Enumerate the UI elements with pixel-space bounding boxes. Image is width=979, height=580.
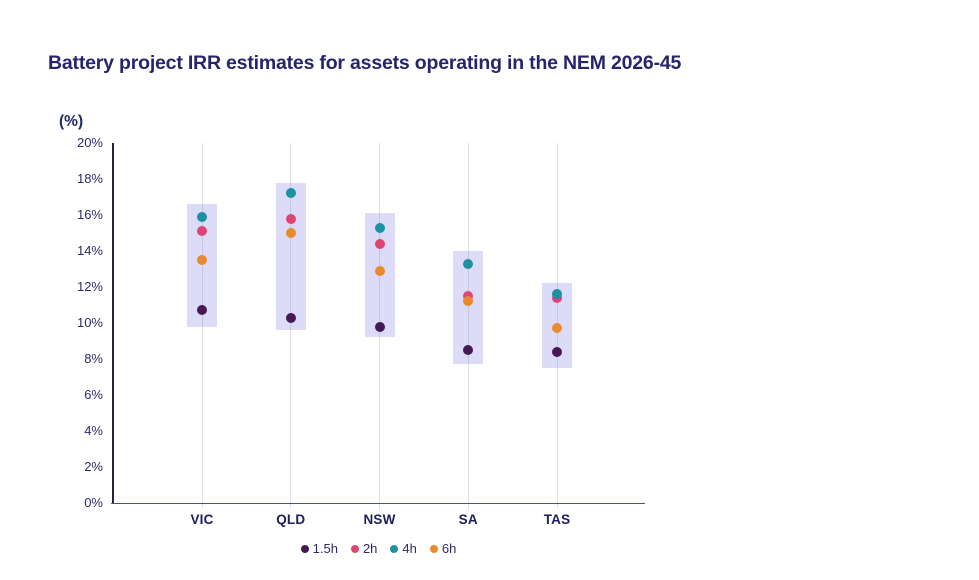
legend-label-2h: 2h [362, 541, 378, 556]
y-tick-label-12: 12% [76, 279, 103, 294]
legend-item-6h: 6h [429, 541, 457, 556]
x-axis-label-vic: VIC [190, 512, 214, 527]
y-axis-unit-label: (%) [59, 113, 84, 130]
legend-item-4h: 4h [390, 541, 417, 556]
data-point-nsw-4h [374, 222, 385, 233]
y-tick-label-10: 10% [76, 315, 103, 330]
data-point-nsw-1.5h [374, 321, 385, 332]
y-tick-label-6: 6% [84, 387, 103, 402]
data-point-sa-6h [463, 296, 474, 307]
data-point-qld-4h [285, 188, 296, 199]
x-axis-label-qld: QLD [276, 512, 306, 527]
gridline-sa [467, 143, 469, 509]
data-point-sa-4h [463, 258, 474, 269]
legend-dot-4h [390, 544, 399, 553]
x-axis-line [111, 502, 645, 504]
legend-label-4h: 4h [402, 541, 417, 556]
legend-item-2h: 2h [350, 541, 378, 556]
chart-title: Battery project IRR estimates for assets… [48, 52, 682, 74]
data-point-qld-2h [285, 213, 296, 224]
y-tick-label-2: 2% [84, 459, 103, 474]
y-tick-label-18: 18% [76, 171, 103, 186]
gridline-vic [201, 143, 203, 509]
legend-item-1.5h: 1.5h [300, 541, 338, 556]
data-point-sa-1.5h [463, 345, 474, 355]
x-axis-label-nsw: NSW [363, 512, 396, 527]
data-point-nsw-2h [374, 238, 385, 249]
data-point-qld-6h [285, 228, 296, 238]
y-tick-label-20: 20% [76, 135, 103, 150]
legend-dot-6h [429, 544, 438, 553]
gridline-qld [290, 143, 292, 509]
legend-label-1.5h: 1.5h [312, 541, 338, 556]
x-axis-label-tas: TAS [543, 512, 571, 527]
legend-dot-2h [350, 544, 359, 553]
data-point-vic-2h [197, 226, 207, 237]
legend-label-6h: 6h [441, 541, 457, 556]
data-point-vic-6h [197, 255, 207, 265]
chart-legend: 1.5h 2h 4h 6h [112, 541, 645, 556]
data-point-qld-1.5h [285, 312, 296, 323]
data-point-nsw-6h [374, 265, 385, 276]
x-axis-label-sa: SA [458, 512, 478, 527]
data-point-vic-1.5h [197, 305, 207, 316]
data-point-tas-6h [552, 323, 562, 334]
data-point-tas-1.5h [552, 346, 562, 357]
data-point-tas-4h [552, 289, 562, 300]
legend-dot-1.5h [300, 544, 309, 553]
y-tick-label-14: 14% [76, 243, 103, 258]
y-axis-line [112, 143, 114, 504]
y-tick-label-8: 8% [84, 351, 103, 366]
y-tick-label-16: 16% [76, 207, 103, 222]
range-band-qld [275, 182, 306, 331]
data-point-vic-4h [197, 211, 207, 222]
data-point-sa-2h [463, 291, 474, 301]
y-tick-label-4: 4% [84, 423, 103, 438]
y-tick-label-0: 0% [84, 495, 103, 510]
